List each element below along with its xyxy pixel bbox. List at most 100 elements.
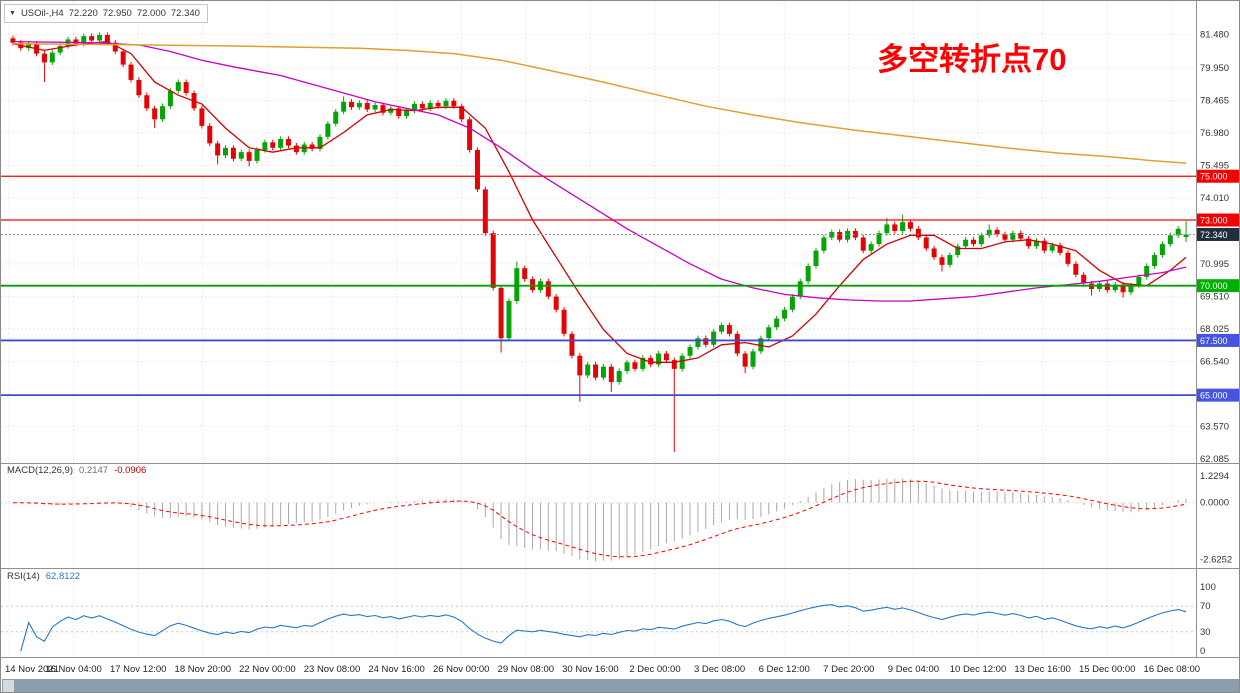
candle-down: [104, 35, 110, 43]
candle-up: [821, 237, 827, 251]
candle-up: [388, 108, 394, 113]
candle-up: [616, 371, 622, 383]
symbol-info-box: ▼ USOil-,H4 72.220 72.950 72.000 72.340: [4, 4, 208, 23]
candle-down: [136, 79, 142, 96]
candle-down: [632, 362, 638, 369]
rsi-axis-label: 0: [1200, 646, 1205, 657]
candle-down: [593, 364, 599, 378]
macd-indicator-label: MACD(12,26,9) 0.2147 -0.0906: [7, 465, 146, 476]
candle-up: [624, 362, 630, 372]
macd-axis-label: 1.2294: [1200, 471, 1229, 482]
candle-up: [1112, 284, 1118, 291]
candle-up: [238, 152, 244, 159]
candle-down: [286, 139, 292, 146]
ma-slow-line: [12, 43, 1187, 164]
price-tick-label: 75.495: [1200, 160, 1229, 171]
candle-up: [695, 338, 701, 347]
candle-up: [963, 239, 969, 247]
candle-up: [813, 250, 819, 266]
candle-down: [726, 325, 732, 334]
price-axis[interactable]: [1197, 169, 1240, 402]
macd-histogram: [20, 478, 1187, 562]
price-badge-label: 75.000: [1200, 172, 1228, 182]
candle-up: [719, 325, 725, 332]
candle-up: [687, 346, 693, 356]
time-tick-label: 10 Dec 12:00: [950, 664, 1007, 675]
scrollbar-thumb[interactable]: [3, 680, 14, 692]
price-tick-label: 63.570: [1200, 421, 1229, 432]
price-tick-label: 74.010: [1200, 193, 1229, 204]
horizontal-scrollbar[interactable]: [2, 679, 1239, 692]
price-badge: [1197, 333, 1239, 347]
rsi-indicator-label: RSI(14) 62.8122: [7, 571, 80, 582]
macd-name: MACD(12,26,9): [7, 465, 73, 476]
price-tick-label: 70.995: [1200, 259, 1229, 270]
candle-down: [663, 353, 669, 361]
candle-down: [467, 119, 473, 150]
time-tick-label: 17 Nov 12:00: [110, 664, 167, 675]
candle-down: [128, 64, 134, 80]
rsi-line: [20, 604, 1187, 652]
candle-down: [73, 39, 79, 44]
price-badge: [1197, 213, 1239, 227]
chevron-down-icon[interactable]: ▼: [9, 10, 16, 17]
candle-down: [364, 102, 370, 110]
candle-down: [860, 237, 866, 251]
price-tick-label: 68.025: [1200, 324, 1229, 335]
rsi-axis-label: 70: [1200, 601, 1211, 612]
ma-mid-line: [12, 40, 1187, 302]
candle-down: [474, 149, 480, 190]
candlestick-series: [10, 32, 1189, 453]
candle-down: [309, 144, 315, 149]
candle-up: [372, 105, 378, 110]
candle-down: [1041, 240, 1047, 251]
candle-down: [120, 51, 126, 65]
candle-up: [884, 224, 890, 234]
candle-down: [648, 357, 654, 365]
candle-up: [774, 318, 780, 328]
candle-down: [577, 355, 583, 376]
candle-up: [1175, 228, 1181, 236]
time-tick-label: 7 Dec 20:00: [823, 664, 874, 675]
price-tick-label: 76.980: [1200, 128, 1229, 139]
candle-down: [970, 239, 976, 245]
candle-down: [396, 108, 402, 117]
candle-up: [278, 139, 284, 148]
candle-down: [144, 95, 150, 109]
candle-down: [490, 233, 496, 288]
candle-up: [325, 123, 331, 137]
candle-up: [750, 351, 756, 367]
price-badge-label: 70.000: [1200, 281, 1228, 291]
price-tick-label: 78.465: [1200, 95, 1229, 106]
candle-down: [994, 229, 1000, 235]
time-tick-label: 29 Nov 08:00: [498, 664, 555, 675]
candle-up: [656, 353, 662, 365]
candle-down: [246, 152, 252, 161]
candle-up: [797, 281, 803, 297]
candle-down: [569, 333, 575, 356]
candle-down: [207, 125, 213, 144]
candle-down: [230, 147, 236, 159]
candle-down: [742, 353, 748, 367]
candle-up: [679, 355, 685, 369]
price-badge: [1197, 227, 1239, 241]
time-tick-label: 13 Dec 16:00: [1014, 664, 1071, 675]
ohlc-close: 72.340: [170, 8, 200, 19]
candle-down: [561, 309, 567, 334]
candle-up: [411, 103, 417, 111]
price-badge: [1197, 279, 1239, 293]
candle-up: [1183, 234, 1189, 238]
candle-down: [1018, 233, 1024, 239]
time-tick-label: 23 Nov 08:00: [304, 664, 361, 675]
candle-down: [482, 189, 488, 234]
macd-signal-line: [12, 480, 1187, 558]
ohlc-high: 72.950: [102, 8, 132, 19]
candle-down: [348, 101, 354, 108]
candle-up: [955, 246, 961, 256]
candle-up: [167, 90, 173, 107]
candle-down: [608, 366, 614, 383]
candle-up: [1144, 265, 1150, 277]
ohlc-low: 72.000: [136, 8, 166, 19]
time-tick-label: 9 Dec 04:00: [888, 664, 939, 675]
